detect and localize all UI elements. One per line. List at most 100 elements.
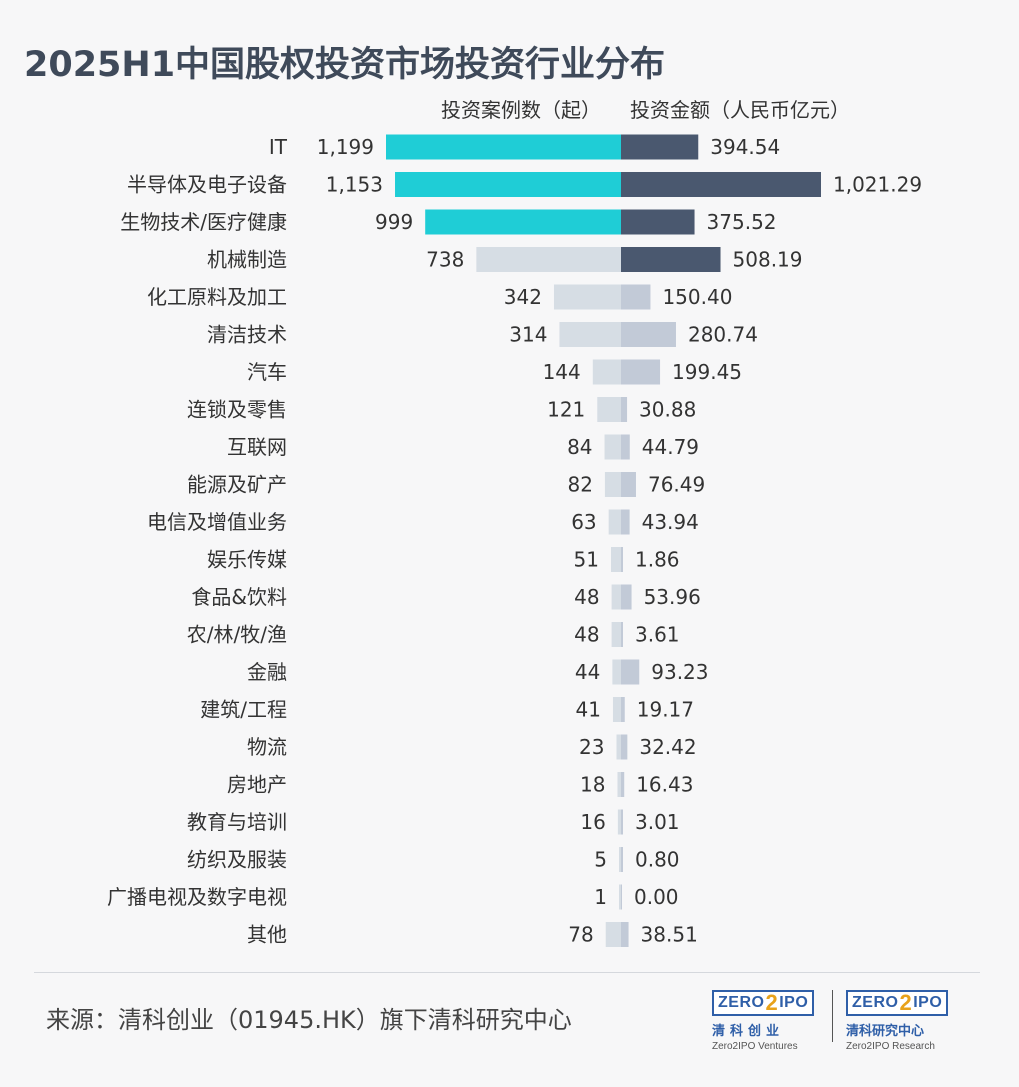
count-value-label: 48 (574, 585, 599, 609)
footer-divider (34, 972, 980, 973)
amount-bar (621, 209, 695, 235)
count-bar (616, 734, 621, 760)
count-bar (611, 547, 621, 572)
count-value-label: 23 (579, 735, 604, 759)
count-value-label: 144 (543, 360, 581, 384)
amount-value-label: 280.74 (688, 323, 758, 347)
amount-series-header: 投资金额（人民币亿元） (630, 98, 850, 122)
category-label: 半导体及电子设备 (127, 173, 287, 197)
category-label: 电信及增值业务 (147, 510, 287, 534)
count-value-label: 1 (594, 885, 607, 909)
category-label: 互联网 (227, 435, 287, 459)
count-bar (608, 509, 621, 535)
count-bar (604, 472, 621, 497)
category-label: 食品&饮料 (191, 585, 287, 609)
count-value-label: 1,199 (317, 135, 374, 159)
amount-value-label: 3.01 (635, 810, 680, 834)
diverging-bar-chart: IT 1,199 394.54 半导体及电子设备 1,153 1,021.29 生物技术/医… (107, 134, 922, 947)
amount-bar (621, 659, 640, 685)
amount-bar (621, 397, 628, 422)
amount-bar (621, 584, 632, 610)
zero2ipo-research-logo: ZERO 2 IPO 清科研究中心 Zero2IPO Research (846, 990, 949, 1052)
category-label: 化工原料及加工 (147, 285, 287, 309)
amount-bar (621, 622, 623, 647)
count-series-header: 投资案例数（起） (441, 98, 601, 122)
count-value-label: 121 (547, 398, 585, 422)
count-bar (605, 922, 621, 947)
logo-separator (832, 990, 833, 1042)
category-label: 建筑/工程 (200, 698, 287, 722)
amount-bar (621, 734, 628, 760)
count-value-label: 84 (567, 435, 592, 459)
amount-value-label: 0.80 (635, 848, 680, 872)
count-bar (611, 584, 621, 610)
logo-en-name: Zero2IPO Research (846, 1041, 935, 1052)
logo-cn-name: 清科创业 (712, 1024, 785, 1039)
category-label: 机械制造 (207, 248, 287, 272)
logo-mark: ZERO 2 IPO (846, 990, 949, 1016)
category-label: IT (269, 135, 288, 159)
amount-bar (621, 847, 623, 872)
count-value-label: 78 (568, 923, 593, 947)
category-label: 纺织及服装 (187, 848, 287, 872)
amount-value-label: 1,021.29 (833, 173, 922, 197)
amount-value-label: 30.88 (639, 398, 696, 422)
count-value-label: 1,153 (326, 173, 383, 197)
amount-value-label: 93.23 (651, 660, 708, 684)
category-label: 房地产 (227, 773, 287, 797)
logo-en-name: Zero2IPO Ventures (712, 1041, 798, 1052)
category-label: 娱乐传媒 (207, 548, 287, 572)
amount-bar (621, 247, 721, 272)
amount-bar (621, 547, 623, 572)
amount-bar (621, 434, 630, 460)
count-bar (395, 172, 621, 197)
source-note: 来源：清科创业（01945.HK）旗下清科研究中心 (46, 1006, 572, 1034)
category-label: 其他 (247, 923, 287, 947)
category-label: 金融 (247, 660, 287, 684)
count-value-label: 738 (426, 248, 464, 272)
count-value-label: 314 (509, 323, 547, 347)
amount-value-label: 1.86 (635, 548, 680, 572)
count-bar (612, 659, 621, 685)
amount-bar (621, 922, 629, 947)
zero2ipo-ventures-logo: ZERO 2 IPO 清科创业 Zero2IPO Ventures (712, 990, 815, 1052)
amount-value-label: 375.52 (707, 210, 777, 234)
category-label: 生物技术/医疗健康 (120, 210, 287, 234)
amount-bar (621, 772, 625, 797)
amount-bar (621, 697, 625, 722)
amount-bar (621, 172, 821, 197)
amount-bar (621, 884, 622, 910)
category-label: 汽车 (247, 360, 287, 384)
count-value-label: 44 (575, 660, 600, 684)
count-value-label: 342 (504, 285, 542, 309)
amount-value-label: 53.96 (644, 585, 701, 609)
amount-value-label: 76.49 (648, 473, 705, 497)
category-label: 清洁技术 (207, 323, 287, 347)
count-bar (612, 697, 621, 722)
count-value-label: 18 (580, 773, 605, 797)
count-value-label: 51 (574, 548, 599, 572)
amount-value-label: 199.45 (672, 360, 742, 384)
amount-value-label: 16.43 (636, 773, 693, 797)
count-value-label: 41 (576, 698, 601, 722)
count-bar (619, 884, 621, 910)
logo-cn-name: 清科研究中心 (846, 1024, 925, 1039)
amount-bar (621, 322, 676, 347)
chart-title: 2025H1中国股权投资市场投资行业分布 (24, 45, 666, 85)
category-label: 连锁及零售 (187, 398, 287, 422)
count-value-label: 48 (574, 623, 599, 647)
amount-bar (621, 509, 630, 535)
category-label: 物流 (247, 735, 287, 759)
amount-bar (621, 134, 699, 160)
count-bar (619, 847, 621, 872)
amount-value-label: 38.51 (641, 923, 698, 947)
amount-value-label: 150.40 (662, 285, 732, 309)
count-bar (597, 397, 621, 422)
amount-bar (621, 359, 661, 385)
amount-value-label: 44.79 (642, 435, 699, 459)
count-value-label: 82 (567, 473, 592, 497)
amount-bar (621, 472, 636, 497)
count-value-label: 16 (580, 810, 605, 834)
count-bar (476, 247, 621, 272)
amount-value-label: 3.61 (635, 623, 680, 647)
